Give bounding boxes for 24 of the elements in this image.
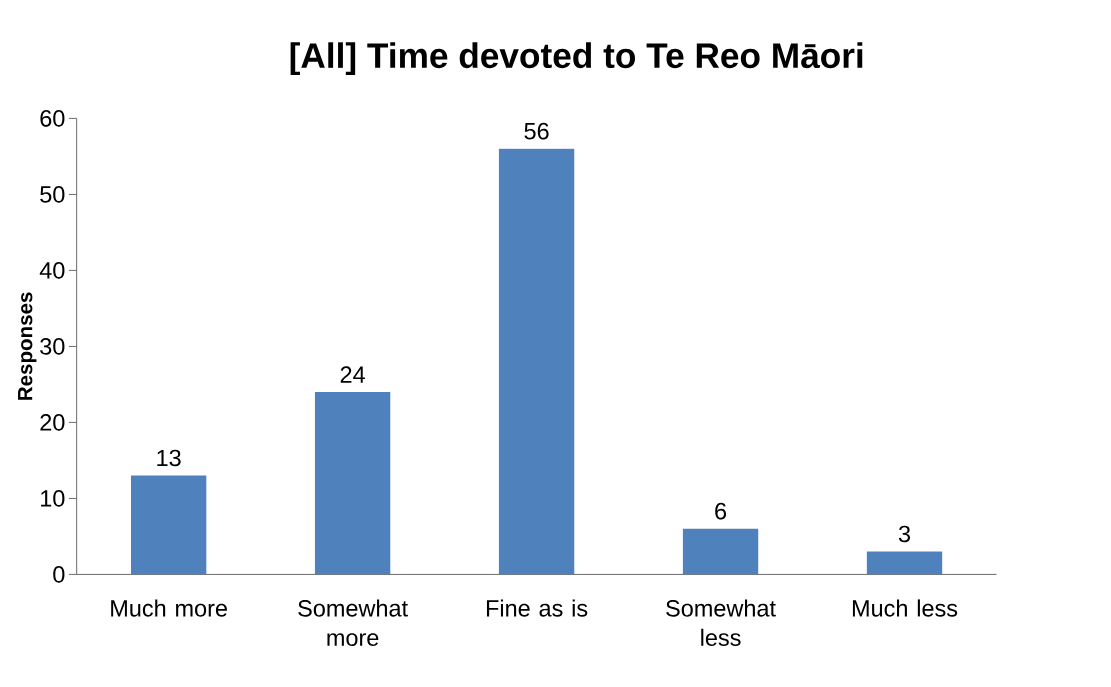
bar bbox=[498, 148, 575, 575]
x-tick-label: Somewhat more bbox=[298, 599, 408, 647]
data-label: 6 bbox=[715, 502, 727, 520]
y-tick-label: 60 bbox=[40, 110, 65, 127]
data-label: 24 bbox=[340, 366, 365, 383]
chart-title: [All] Time devoted to Te Reo Māori bbox=[290, 42, 863, 76]
bar bbox=[314, 392, 391, 575]
bar bbox=[866, 551, 943, 575]
x-tick-label: Much more bbox=[111, 599, 227, 617]
y-tick-label: 0 bbox=[53, 566, 65, 583]
data-label: 56 bbox=[524, 122, 549, 140]
y-axis-title: Responses bbox=[18, 292, 37, 400]
y-tick-label: 40 bbox=[39, 262, 65, 279]
x-tick-label: Fine as is bbox=[486, 599, 588, 617]
y-tick-label: 10 bbox=[41, 490, 65, 507]
y-tick-label: 50 bbox=[40, 186, 65, 203]
y-tick-label: 20 bbox=[40, 414, 65, 431]
data-label: 3 bbox=[898, 525, 911, 543]
x-tick-label: Much less bbox=[852, 599, 958, 617]
bar bbox=[130, 475, 207, 575]
data-label: 13 bbox=[157, 449, 181, 467]
bar bbox=[682, 528, 759, 575]
y-tick-label: 30 bbox=[40, 338, 65, 355]
x-tick-label: Somewhat less bbox=[666, 599, 776, 647]
